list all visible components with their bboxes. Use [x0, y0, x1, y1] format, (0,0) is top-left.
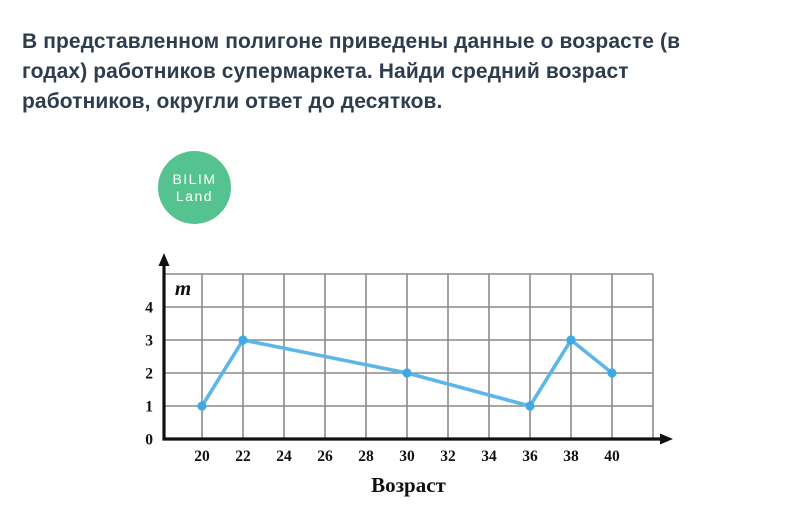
data-point-marker — [525, 401, 535, 411]
age-polygon-chart: 20 22 24 26 28 30 32 34 36 38 40 0 1 2 3 4 m Возраст — [130, 248, 682, 520]
y-tick-label: 1 — [145, 399, 153, 416]
data-polyline — [200, 338, 614, 408]
y-axis-title: m — [175, 276, 191, 300]
data-point-marker — [566, 335, 576, 345]
y-tick-label: 4 — [145, 300, 153, 317]
x-tick-label: 40 — [604, 448, 620, 465]
data-point-marker — [238, 335, 248, 345]
logo-text-line2: Land — [175, 188, 214, 204]
y-tick-label: 3 — [145, 333, 153, 350]
x-tick-label: 38 — [563, 448, 579, 465]
y-tick-label: 0 — [145, 432, 153, 449]
y-tick-label: 2 — [145, 366, 153, 383]
y-axis-arrow — [158, 253, 170, 266]
x-tick-label: 34 — [481, 448, 497, 465]
x-axis-title: Возраст — [371, 473, 446, 497]
x-tick-label: 32 — [440, 448, 456, 465]
x-axis-arrow — [660, 433, 673, 445]
data-point-marker — [197, 401, 207, 411]
x-tick-label: 28 — [358, 448, 374, 465]
question-line: работников, округли ответ до десятков. — [22, 90, 443, 113]
x-tick-label: 24 — [276, 448, 292, 465]
bilimland-logo: BILIM Land — [158, 151, 231, 224]
question-line: В представленном полигоне приведены данн… — [22, 30, 681, 53]
data-point-marker — [402, 368, 412, 378]
x-tick-label: 30 — [399, 448, 415, 465]
x-tick-label: 26 — [317, 448, 333, 465]
x-tick-label: 20 — [194, 448, 210, 465]
question-line: годах) работников супермаркета. Найди ср… — [22, 60, 629, 83]
data-point-marker — [607, 368, 617, 378]
logo-text-line1: BILIM — [172, 171, 217, 187]
question-text: В представленном полигоне приведены данн… — [22, 27, 752, 117]
x-tick-label: 36 — [522, 448, 538, 465]
x-tick-label: 22 — [235, 448, 251, 465]
